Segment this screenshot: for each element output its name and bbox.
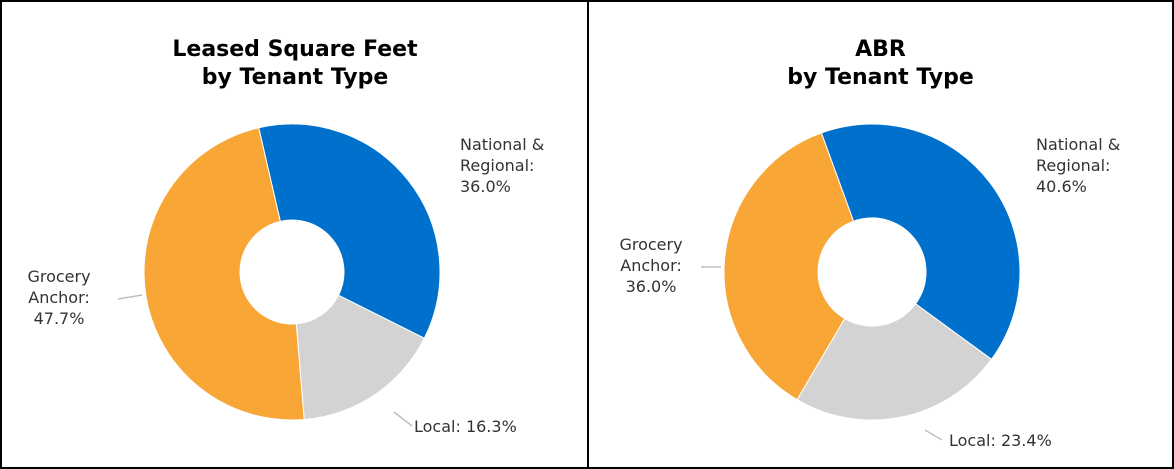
chart-title-line-2: by Tenant Type (201, 65, 389, 90)
slice-label: Grocery Anchor: 36.0% (619, 235, 682, 296)
slice-label: Grocery Anchor: 47.7% (27, 267, 90, 328)
donut-chart-leased-sf: National & Regional: 36.0% Local: 16.3% Groc… (27, 123, 544, 436)
chart-title-line-1: Leased Square Feet (172, 37, 418, 62)
donut-slice (820, 123, 1021, 361)
slice-label: Local: 16.3% (414, 417, 517, 436)
chart-panel-right: ABR by Tenant Type National & Regional: 40… (587, 0, 1174, 469)
donut-slice (258, 123, 441, 339)
slice-label: Local: 23.4% (949, 431, 1052, 450)
chart-title-line-2: by Tenant Type (787, 65, 974, 90)
donut-slice (723, 132, 855, 401)
chart-title-line-1: ABR (855, 37, 906, 62)
slice-label: National & Regional: 36.0% (460, 135, 544, 196)
slice-label: National & Regional: 40.6% (1036, 135, 1120, 196)
chart-panel-left: Leased Square Feet by Tenant Type Nation… (0, 0, 590, 469)
donut-chart-abr: National & Regional: 40.6% Local: 23.4% Groc… (619, 123, 1120, 450)
donut-slice (295, 294, 426, 421)
leader-line (393, 411, 413, 427)
leader-line (924, 429, 943, 441)
donut-slice (796, 303, 993, 421)
leader-line (117, 294, 143, 300)
chart-title: Leased Square Feet by Tenant Type (2, 36, 588, 92)
chart-title: ABR by Tenant Type (589, 36, 1172, 92)
donut-slice (143, 127, 305, 421)
